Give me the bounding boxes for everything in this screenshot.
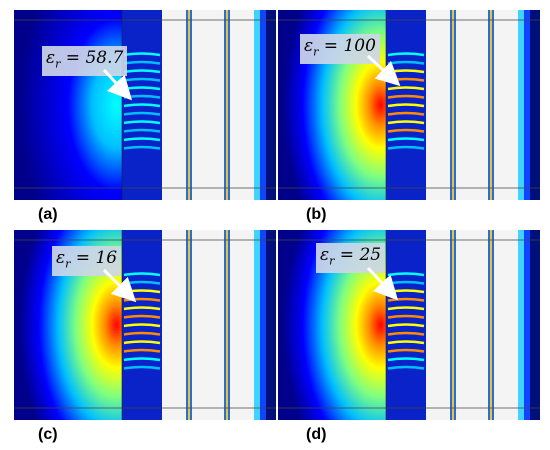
eps-annotation-c: εr = 16 <box>52 246 122 277</box>
eps-annotation-a: εr = 58.7 <box>42 46 128 77</box>
eps-annotation-d: εr = 25 <box>316 243 386 274</box>
panel-label-b: (b) <box>306 206 327 223</box>
panel-label-a: (a) <box>38 206 58 223</box>
field-panel-a <box>14 10 276 200</box>
panel-label-d: (d) <box>306 426 327 443</box>
eps-annotation-b: εr = 100 <box>300 34 380 65</box>
panel-label-c: (c) <box>38 426 58 443</box>
field-map <box>14 10 276 200</box>
